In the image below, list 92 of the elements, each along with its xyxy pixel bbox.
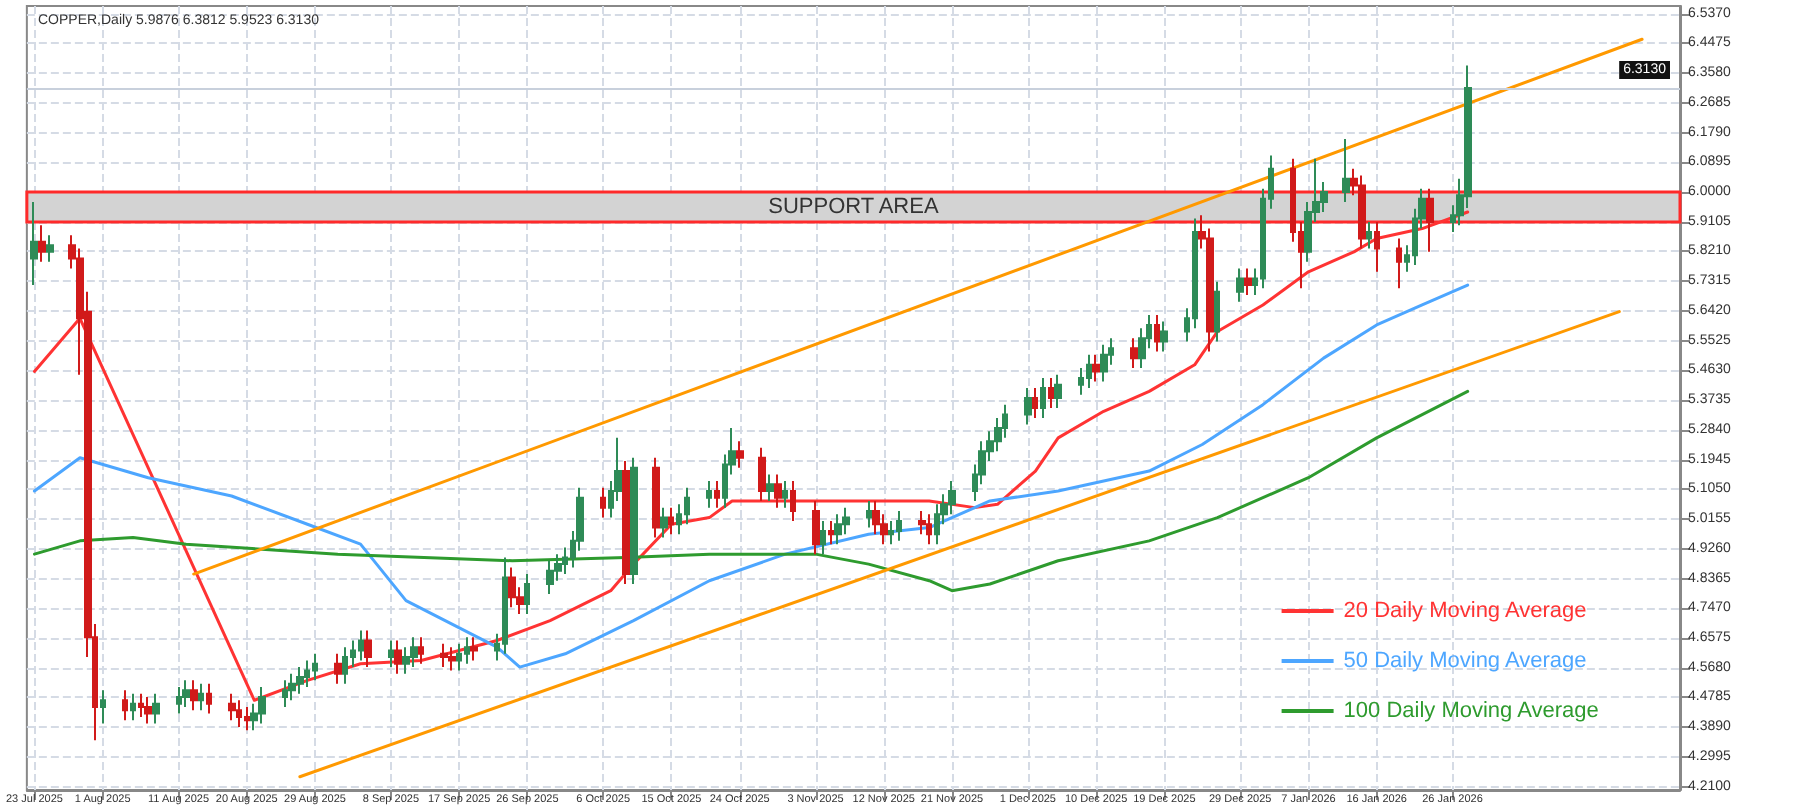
candlestick bbox=[176, 686, 182, 715]
candlestick bbox=[122, 689, 128, 722]
candlestick bbox=[600, 486, 606, 519]
candlestick bbox=[1024, 387, 1032, 426]
candlestick bbox=[622, 460, 630, 586]
candlestick bbox=[774, 473, 782, 509]
candlestick bbox=[334, 652, 342, 685]
candlestick bbox=[152, 692, 160, 725]
candlestick bbox=[888, 519, 894, 546]
candlestick bbox=[872, 499, 880, 536]
candlestick bbox=[948, 480, 956, 516]
candlestick bbox=[394, 639, 402, 675]
candlestick bbox=[546, 559, 554, 595]
candlestick bbox=[1086, 353, 1092, 390]
candlestick bbox=[1426, 187, 1434, 253]
candlestick bbox=[182, 679, 190, 708]
candlestick bbox=[358, 629, 364, 662]
candlestick bbox=[46, 234, 54, 263]
candlestick bbox=[508, 566, 516, 609]
candlestick bbox=[388, 639, 394, 669]
candlestick bbox=[1396, 237, 1402, 290]
candlestick bbox=[828, 519, 834, 546]
candlestick bbox=[918, 509, 926, 536]
candlestick bbox=[1244, 267, 1252, 297]
candlestick bbox=[1032, 387, 1038, 419]
candlestick bbox=[866, 499, 872, 529]
candlestick bbox=[812, 499, 820, 556]
candlestick bbox=[502, 556, 508, 655]
legend-label: 20 Daily Moving Average bbox=[1343, 599, 1587, 623]
candlestick bbox=[296, 666, 304, 695]
candlestick bbox=[138, 692, 144, 718]
candlestick bbox=[258, 686, 266, 725]
candlestick bbox=[684, 486, 690, 526]
candlestick bbox=[758, 446, 766, 502]
candlestick bbox=[524, 573, 530, 615]
candlestick bbox=[1236, 267, 1244, 303]
line-series bbox=[32, 389, 1470, 593]
candlestick bbox=[288, 672, 296, 702]
candlestick bbox=[736, 440, 744, 469]
candlestick bbox=[1154, 313, 1160, 353]
candlestick bbox=[440, 642, 448, 669]
candlestick bbox=[100, 689, 106, 725]
candlestick bbox=[470, 636, 478, 662]
candlestick bbox=[244, 705, 250, 732]
candlestick bbox=[206, 682, 212, 715]
candlestick bbox=[706, 480, 712, 509]
candlestick bbox=[660, 506, 668, 539]
candlestick bbox=[236, 699, 242, 728]
candlestick bbox=[448, 646, 456, 672]
candlestick bbox=[1100, 343, 1108, 383]
candlestick bbox=[1130, 337, 1138, 370]
candlestick bbox=[834, 513, 842, 546]
candlestick bbox=[1048, 377, 1054, 409]
band-label: SUPPORT AREA bbox=[768, 194, 940, 219]
candlestick bbox=[1366, 220, 1372, 250]
candlestick bbox=[1040, 377, 1046, 419]
candlestick bbox=[304, 659, 310, 689]
candlestick bbox=[410, 636, 418, 669]
candlestick bbox=[630, 456, 638, 586]
candlestick bbox=[130, 692, 136, 722]
candlestick bbox=[228, 692, 236, 722]
candlestick bbox=[364, 629, 372, 669]
candlestick bbox=[1054, 373, 1062, 409]
candlestick bbox=[668, 506, 674, 536]
candlestick bbox=[1358, 174, 1366, 250]
candlestick bbox=[1342, 137, 1350, 203]
candlestick bbox=[1214, 280, 1220, 343]
candlestick bbox=[30, 201, 38, 287]
candlestick bbox=[312, 652, 318, 682]
candlestick bbox=[418, 636, 424, 665]
candlestick bbox=[38, 224, 46, 263]
candlestick bbox=[714, 480, 720, 509]
candlestick bbox=[652, 456, 660, 539]
candlestick bbox=[1374, 220, 1380, 273]
legend-label: 50 Daily Moving Average bbox=[1343, 649, 1587, 673]
candlestick bbox=[1092, 353, 1100, 383]
candlestick bbox=[198, 682, 204, 712]
candlestick bbox=[144, 695, 152, 725]
legend-label: 100 Daily Moving Average bbox=[1343, 699, 1599, 723]
candlestick bbox=[190, 679, 198, 712]
candlestick bbox=[1160, 320, 1168, 353]
candlestick bbox=[342, 646, 348, 685]
candlestick bbox=[782, 480, 788, 509]
candlestick bbox=[842, 506, 850, 536]
candlestick bbox=[282, 679, 288, 708]
candlestick bbox=[456, 642, 462, 672]
candlestick bbox=[896, 509, 902, 542]
candlestick bbox=[766, 473, 774, 502]
candlestick bbox=[464, 636, 470, 665]
candlestick bbox=[790, 480, 796, 522]
candlestick bbox=[926, 513, 932, 546]
candlestick bbox=[820, 519, 826, 556]
